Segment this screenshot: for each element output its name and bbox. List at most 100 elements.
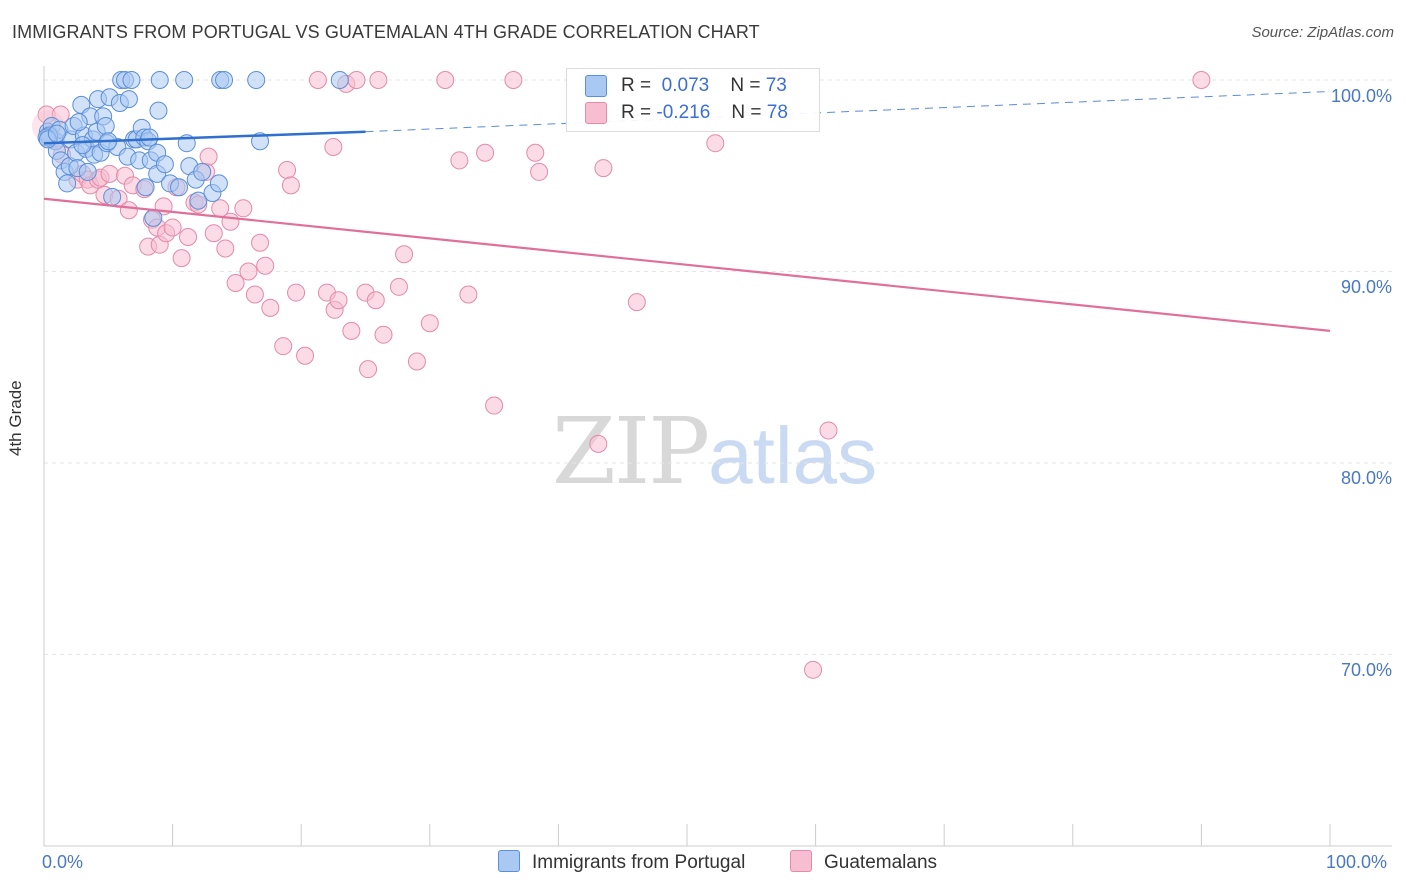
x-tick-label: 0.0% — [42, 852, 84, 872]
guatemalans-point — [804, 660, 823, 679]
guatemalans-point — [395, 245, 414, 264]
guatemalans-point — [329, 291, 348, 310]
guatemalans-point — [420, 314, 439, 333]
chart-title: IMMIGRANTS FROM PORTUGAL VS GUATEMALAN 4… — [12, 22, 760, 42]
legend-series-name: Immigrants from Portugal — [532, 852, 746, 874]
portugal-points — [37, 71, 349, 227]
guatemalans-point — [204, 224, 223, 243]
portugal-point — [170, 178, 189, 197]
guatemalans-point — [369, 71, 388, 89]
portugal-point — [73, 136, 92, 155]
guatemalans-point — [119, 201, 138, 220]
portugal-point — [189, 191, 208, 210]
legend-row-portugal: R = 0.073 N = 73 — [585, 75, 787, 99]
guatemalans-point — [1192, 71, 1211, 89]
guatemalans-points — [31, 71, 1211, 679]
guatemalans-point — [278, 161, 297, 180]
y-tick-label: 70.0% — [1340, 660, 1392, 680]
portugal-point — [175, 71, 194, 89]
legend-item-portugal[interactable]: Immigrants from Portugal — [498, 850, 746, 874]
guatemalans-point — [179, 228, 198, 247]
guatemalans-point — [216, 239, 235, 258]
guatemalans-point — [366, 291, 385, 310]
legend-n-value: 78 — [766, 102, 788, 124]
guatemalans-point — [274, 337, 293, 356]
guatemalans-point — [287, 283, 306, 302]
y-axis-label: 4th Grade — [6, 380, 25, 456]
guatemalans-point — [407, 352, 426, 371]
portugal-point — [47, 124, 66, 143]
guatemalans-point — [296, 346, 315, 365]
guatemalans-point — [526, 143, 545, 162]
guatemalans-point — [221, 212, 240, 231]
guatemalans-point — [627, 293, 646, 312]
portugal-point — [330, 71, 349, 89]
trend-lines — [43, 90, 1331, 332]
guatemalans-point — [281, 176, 300, 195]
portugal-point — [155, 155, 174, 174]
watermark: ZIPatlas — [552, 398, 877, 505]
guatemalans-point — [199, 147, 218, 166]
guatemalans-point — [594, 159, 613, 178]
guatemalans-point — [459, 285, 478, 304]
guatemalans-point — [342, 321, 361, 340]
y-tick-label: 80.0% — [1340, 468, 1392, 488]
legend-n-value: 73 — [765, 75, 787, 97]
guatemalans-point — [226, 273, 245, 292]
portugal-point — [215, 71, 234, 89]
portugal-point — [119, 90, 138, 109]
guatemalans-point — [256, 256, 275, 275]
legend-r-value: 0.073 — [661, 75, 710, 97]
guatemalans-point — [819, 421, 838, 440]
guatemalans-point — [324, 138, 343, 157]
legend-r-value: -0.216 — [656, 102, 711, 124]
guatemalans-point — [163, 218, 182, 237]
guatemalans-point — [251, 233, 270, 252]
x-tick-label: 100.0% — [1326, 852, 1388, 872]
legend-swatch-blue — [498, 850, 520, 872]
guatemalans-point — [245, 285, 264, 304]
series-legend: Immigrants from Portugal Guatemalans — [0, 850, 1406, 878]
legend-series-name: Guatemalans — [824, 852, 938, 874]
portugal-point — [149, 101, 168, 120]
portugal-point — [247, 71, 266, 89]
portugal-trend-line — [43, 130, 366, 145]
portugal-point — [136, 178, 155, 197]
legend-swatch-blue — [585, 75, 607, 97]
legend-n-label: N = — [730, 75, 761, 97]
watermark-zip: ZIP — [552, 398, 710, 505]
guatemalans-point — [389, 277, 408, 296]
watermark-atlas: atlas — [708, 411, 878, 500]
legend-swatch-pink — [585, 102, 607, 124]
source-label: Source: ZipAtlas.com — [1251, 24, 1394, 41]
portugal-point — [251, 132, 270, 151]
portugal-point — [69, 113, 88, 132]
guatemalans-point — [359, 360, 378, 379]
portugal-trend-extension — [365, 90, 1331, 133]
legend-row-guatemalans: R = -0.216 N = 78 — [585, 102, 788, 126]
guatemalans-trend-line — [43, 197, 1331, 332]
guatemalans-point — [504, 71, 523, 89]
grid-lines — [44, 79, 1392, 655]
guatemalans-point — [261, 298, 280, 317]
portugal-point — [96, 116, 115, 135]
guatemalans-point — [100, 164, 119, 183]
y-tick-label: 90.0% — [1340, 277, 1392, 297]
legend-r-label: R = — [621, 75, 652, 97]
guatemalans-point — [308, 71, 327, 89]
legend-item-guatemalans[interactable]: Guatemalans — [790, 850, 938, 874]
guatemalans-point — [374, 325, 393, 344]
legend-n-label: N = — [731, 102, 762, 124]
guatemalans-point — [347, 71, 366, 89]
y-tick-label: 100.0% — [1330, 86, 1392, 106]
portugal-point — [193, 162, 212, 181]
guatemalans-point — [450, 151, 469, 170]
portugal-point — [140, 128, 159, 147]
portugal-point — [150, 71, 169, 89]
guatemalans-point — [485, 396, 504, 415]
stats-legend: R = 0.073 N = 73 R = -0.216 N = 78 — [566, 68, 820, 132]
legend-r-label: R = — [621, 102, 652, 124]
portugal-point — [58, 174, 77, 193]
legend-swatch-pink — [790, 850, 812, 872]
